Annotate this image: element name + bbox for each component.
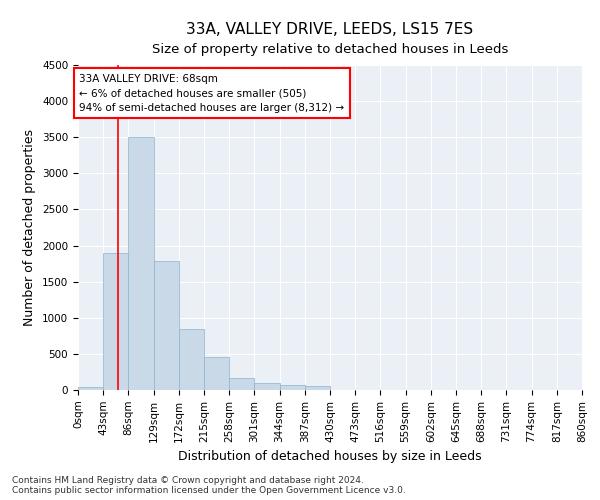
Bar — [78, 387, 103, 390]
Bar — [154, 262, 179, 390]
Bar — [179, 330, 204, 390]
X-axis label: Distribution of detached houses by size in Leeds: Distribution of detached houses by size … — [178, 450, 482, 463]
Bar — [254, 383, 280, 390]
Bar — [204, 357, 229, 390]
Bar — [305, 386, 330, 390]
Bar — [280, 386, 305, 390]
Bar — [229, 378, 254, 390]
Bar — [128, 137, 154, 390]
Text: Contains HM Land Registry data © Crown copyright and database right 2024.
Contai: Contains HM Land Registry data © Crown c… — [12, 476, 406, 495]
Text: Size of property relative to detached houses in Leeds: Size of property relative to detached ho… — [152, 42, 508, 56]
Text: 33A, VALLEY DRIVE, LEEDS, LS15 7ES: 33A, VALLEY DRIVE, LEEDS, LS15 7ES — [187, 22, 473, 38]
Text: 33A VALLEY DRIVE: 68sqm
← 6% of detached houses are smaller (505)
94% of semi-de: 33A VALLEY DRIVE: 68sqm ← 6% of detached… — [79, 74, 344, 114]
Y-axis label: Number of detached properties: Number of detached properties — [23, 129, 37, 326]
Bar — [103, 253, 128, 390]
